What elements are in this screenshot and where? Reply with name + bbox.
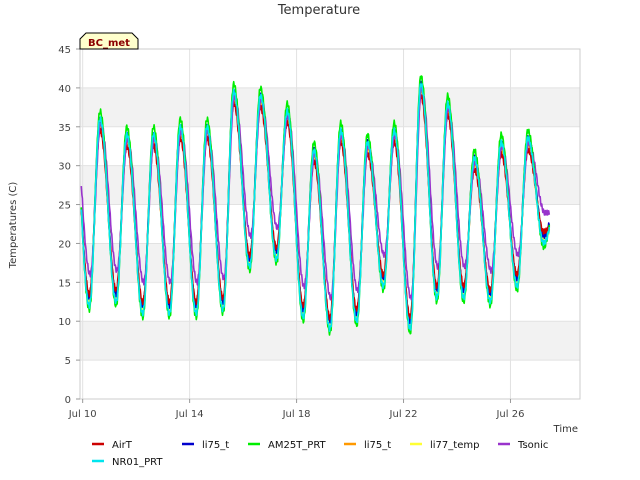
x-tick-label: Jul 14 bbox=[175, 409, 204, 420]
y-tick-label: 20 bbox=[58, 239, 71, 250]
y-tick-label: 25 bbox=[58, 201, 71, 212]
background-band bbox=[80, 243, 580, 283]
y-tick-label: 15 bbox=[58, 278, 71, 289]
plot-frame bbox=[79, 48, 581, 400]
x-tick-label: Jul 22 bbox=[389, 409, 418, 420]
x-axis-label: Time bbox=[553, 424, 578, 435]
background-band bbox=[80, 87, 580, 127]
series-line bbox=[80, 83, 551, 332]
x-tick-label: Jul 18 bbox=[282, 409, 311, 420]
x-tick-label: Jul 10 bbox=[68, 409, 97, 420]
chart-title: Temperature bbox=[277, 3, 360, 18]
y-tick-label: 0 bbox=[65, 395, 71, 406]
badge-label: BC_met bbox=[88, 38, 130, 49]
badge-shape bbox=[79, 32, 139, 50]
y-axis-ticks: 0 5 10 15 20 25 30 35 40 45 bbox=[58, 45, 80, 406]
legend-label: Tsonic bbox=[517, 440, 548, 451]
y-tick-label: 5 bbox=[65, 356, 71, 367]
y-tick-label: 45 bbox=[58, 45, 71, 56]
series-layer bbox=[80, 75, 551, 336]
legend-label: NR01_PRT bbox=[112, 457, 163, 468]
legend-label: li75_t bbox=[364, 440, 391, 451]
y-tick-label: 35 bbox=[58, 123, 71, 134]
legend-label: li77_temp bbox=[430, 440, 479, 451]
y-tick-label: 10 bbox=[58, 317, 71, 328]
chart-legend: AirT li75_t AM25T_PRT li75_t li77_temp Tsonic… bbox=[92, 440, 548, 468]
series-line bbox=[80, 94, 551, 321]
x-tick-label: Jul 26 bbox=[495, 409, 524, 420]
y-axis-label: Temperatures (C) bbox=[8, 182, 19, 270]
y-tick-label: 40 bbox=[58, 84, 71, 95]
legend-label: AM25T_PRT bbox=[268, 440, 327, 451]
y-tick-label: 30 bbox=[58, 162, 71, 173]
legend-label: li75_t bbox=[202, 440, 229, 451]
legend-label: AirT bbox=[112, 440, 133, 451]
station-badge: BC_met bbox=[79, 32, 139, 50]
x-axis-ticks: Jul 10 Jul 14 Jul 18 Jul 22 Jul 26 bbox=[68, 399, 524, 420]
